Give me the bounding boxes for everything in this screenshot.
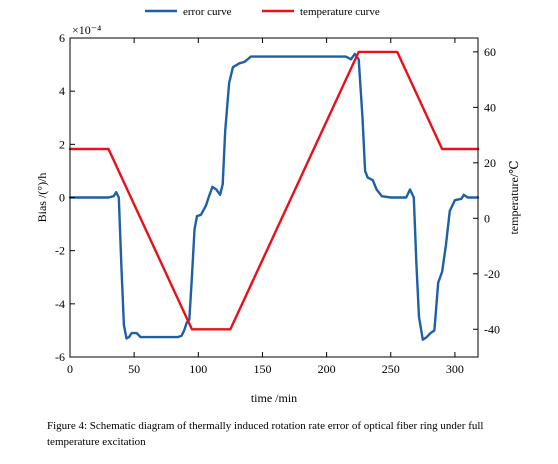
- chart-legend: error curve temperature curve: [145, 6, 380, 18]
- x-tick-label: 200: [318, 362, 336, 376]
- x-tick-label: 250: [382, 362, 400, 376]
- y-left-axis-label: Bias /(°)/h: [35, 173, 49, 223]
- y-left-tick-label: -6: [55, 350, 65, 364]
- y-left-tick-label: 6: [59, 31, 65, 45]
- temperature-curve-line: [68, 50, 480, 331]
- y-right-tick-label: 0: [484, 211, 490, 225]
- x-tick-label: 100: [189, 362, 207, 376]
- figure-caption: Figure 4: Schematic diagram of thermally…: [47, 420, 484, 448]
- y-left-tick-label: -2: [55, 244, 65, 258]
- y-left-tick-label: 2: [59, 137, 65, 151]
- x-tick-label: 50: [128, 362, 140, 376]
- chart: error curve temperature curve 0 50 100 150 20…: [35, 6, 521, 405]
- series-layer: [68, 50, 480, 341]
- ticks-layer: 0 50 100 150 200 250 300-6-4-20246-40-20020406…: [55, 31, 500, 376]
- y-right-tick-label: -40: [484, 322, 500, 336]
- y-right-tick-label: 20: [484, 156, 496, 170]
- y-left-tick-label: 4: [59, 84, 65, 98]
- y-left-tick-label: -4: [55, 297, 65, 311]
- y-left-multiplier: ×10⁻⁴: [72, 23, 101, 37]
- x-tick-label: 300: [446, 362, 464, 376]
- y-right-tick-label: 60: [484, 45, 496, 59]
- y-right-tick-label: -20: [484, 267, 500, 281]
- x-tick-label: 0: [67, 362, 73, 376]
- y-left-tick-label: 0: [59, 191, 65, 205]
- error-curve-line: [68, 52, 480, 341]
- x-axis-label: time /min: [251, 391, 297, 405]
- legend-label: temperature curve: [300, 6, 380, 18]
- y-right-axis-label: temperature/℃: [507, 160, 521, 234]
- legend-label: error curve: [183, 6, 232, 18]
- y-right-tick-label: 40: [484, 100, 496, 114]
- x-tick-label: 150: [253, 362, 271, 376]
